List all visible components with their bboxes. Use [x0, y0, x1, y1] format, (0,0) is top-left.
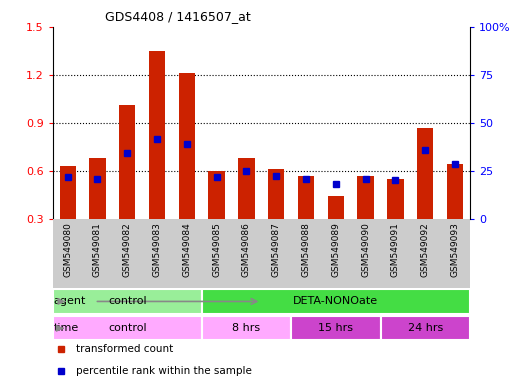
Text: GSM549084: GSM549084: [182, 222, 191, 277]
Text: GSM549093: GSM549093: [450, 222, 459, 277]
Bar: [178, 73, 195, 267]
Bar: [268, 169, 285, 267]
Text: GSM549080: GSM549080: [63, 222, 72, 277]
Text: time: time: [53, 323, 79, 333]
Bar: [298, 176, 314, 267]
Text: 15 hrs: 15 hrs: [318, 323, 353, 333]
Text: GSM549087: GSM549087: [272, 222, 281, 277]
Text: GSM549091: GSM549091: [391, 222, 400, 277]
Bar: [328, 197, 344, 267]
Bar: [202, 316, 291, 340]
Bar: [202, 290, 470, 313]
Bar: [447, 164, 463, 267]
Bar: [417, 127, 433, 267]
Text: 24 hrs: 24 hrs: [408, 323, 443, 333]
Bar: [60, 166, 76, 267]
Text: GSM549088: GSM549088: [301, 222, 310, 277]
Text: GSM549085: GSM549085: [212, 222, 221, 277]
Text: agent: agent: [53, 296, 86, 306]
Bar: [149, 51, 165, 267]
Bar: [53, 290, 202, 313]
Text: control: control: [108, 323, 147, 333]
Text: DETA-NONOate: DETA-NONOate: [293, 296, 379, 306]
Text: 8 hrs: 8 hrs: [232, 323, 260, 333]
Text: GSM549083: GSM549083: [153, 222, 162, 277]
Text: GDS4408 / 1416507_at: GDS4408 / 1416507_at: [105, 10, 251, 23]
Bar: [387, 179, 403, 267]
Text: transformed count: transformed count: [76, 344, 173, 354]
Bar: [89, 158, 106, 267]
Text: GSM549090: GSM549090: [361, 222, 370, 277]
Text: percentile rank within the sample: percentile rank within the sample: [76, 366, 252, 376]
Text: GSM549092: GSM549092: [421, 222, 430, 277]
Bar: [119, 105, 136, 267]
Bar: [209, 171, 225, 267]
Text: control: control: [108, 296, 147, 306]
Text: GSM549081: GSM549081: [93, 222, 102, 277]
Bar: [381, 316, 470, 340]
Text: GSM549082: GSM549082: [123, 222, 132, 277]
Bar: [238, 158, 254, 267]
Text: GSM549089: GSM549089: [332, 222, 341, 277]
Bar: [357, 176, 374, 267]
Bar: [291, 316, 381, 340]
Text: GSM549086: GSM549086: [242, 222, 251, 277]
Bar: [53, 316, 202, 340]
